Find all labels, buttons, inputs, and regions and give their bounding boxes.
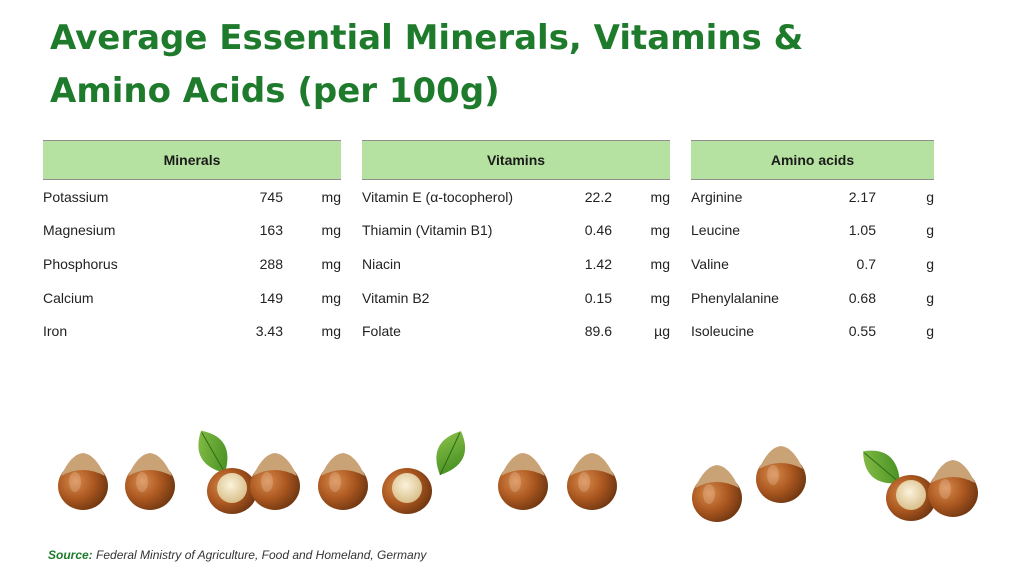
table-row: Phosphorus 288 mg (43, 247, 341, 281)
amino-acids-table: Amino acids Arginine 2.17 g Leucine 1.05… (691, 140, 934, 348)
vitamin-name: Thiamin (Vitamin B1) (362, 222, 493, 239)
hazelnuts-row-icon (58, 425, 978, 522)
vitamin-unit: mg (650, 255, 670, 272)
page-title: Average Essential Minerals, Vitamins & A… (50, 12, 803, 118)
vitamin-name: Vitamin B2 (362, 289, 430, 306)
amino-name: Leucine (691, 222, 741, 239)
amino-value: 1.05 (848, 222, 876, 239)
vitamin-name: Niacin (362, 255, 401, 272)
minerals-header: Minerals (43, 140, 341, 180)
vitamin-unit: mg (650, 289, 670, 306)
amino-unit: g (926, 323, 934, 340)
table-row: Magnesium 163 mg (43, 214, 341, 248)
amino-value: 0.68 (848, 289, 876, 306)
mineral-unit: mg (321, 188, 341, 205)
table-row: Folate 89.6 µg (362, 314, 670, 348)
table-row: Arginine 2.17 g (691, 180, 934, 214)
mineral-value: 3.43 (255, 323, 283, 340)
mineral-name: Potassium (43, 188, 109, 205)
vitamin-value: 0.46 (584, 222, 612, 239)
vitamin-value: 0.15 (584, 289, 612, 306)
table-row: Vitamin E (α-tocopherol) 22.2 mg (362, 180, 670, 214)
mineral-value: 745 (259, 188, 283, 205)
page-title-line-1: Average Essential Minerals, Vitamins & (50, 18, 804, 58)
mineral-value: 288 (259, 255, 283, 272)
amino-name: Arginine (691, 188, 743, 205)
mineral-name: Calcium (43, 289, 94, 306)
table-row: Isoleucine 0.55 g (691, 314, 934, 348)
table-row: Potassium 745 mg (43, 180, 341, 214)
mineral-unit: mg (321, 323, 341, 340)
vitamin-unit: mg (650, 222, 670, 239)
amino-name: Valine (691, 255, 729, 272)
mineral-unit: mg (321, 289, 341, 306)
mineral-value: 149 (259, 289, 283, 306)
amino-value: 0.7 (856, 255, 876, 272)
table-row: Valine 0.7 g (691, 247, 934, 281)
minerals-table: Minerals Potassium 745 mg Magnesium 163 … (43, 140, 341, 348)
amino-value: 2.17 (848, 188, 876, 205)
mineral-name: Iron (43, 323, 68, 340)
mineral-name: Magnesium (43, 222, 116, 239)
table-row: Calcium 149 mg (43, 281, 341, 315)
table-row: Iron 3.43 mg (43, 314, 341, 348)
table-row: Leucine 1.05 g (691, 214, 934, 248)
amino-acids-header: Amino acids (691, 140, 934, 180)
mineral-unit: mg (321, 255, 341, 272)
amino-unit: g (926, 188, 934, 205)
vitamin-value: 1.42 (584, 255, 612, 272)
source-text: Federal Ministry of Agriculture, Food an… (96, 548, 427, 562)
source-label: Source: (48, 548, 93, 562)
amino-unit: g (926, 255, 934, 272)
vitamins-header: Vitamins (362, 140, 670, 180)
vitamin-name: Vitamin E (α-tocopherol) (362, 188, 514, 205)
amino-value: 0.55 (848, 323, 876, 340)
vitamin-value: 22.2 (584, 188, 612, 205)
mineral-name: Phosphorus (43, 255, 118, 272)
table-row: Niacin 1.42 mg (362, 247, 670, 281)
mineral-unit: mg (321, 222, 341, 239)
vitamins-table: Vitamins Vitamin E (α-tocopherol) 22.2 m… (362, 140, 670, 348)
mineral-value: 163 (259, 222, 283, 239)
source-note: Source: Federal Ministry of Agriculture,… (48, 548, 426, 562)
table-row: Thiamin (Vitamin B1) 0.46 mg (362, 214, 670, 248)
vitamin-unit: mg (650, 188, 670, 205)
page-title-line-2: Amino Acids (per 100g) (50, 71, 500, 111)
amino-unit: g (926, 222, 934, 239)
amino-unit: g (926, 289, 934, 306)
table-row: Vitamin B2 0.15 mg (362, 281, 670, 315)
vitamin-unit: µg (654, 323, 670, 340)
amino-name: Phenylalanine (691, 289, 779, 306)
vitamin-name: Folate (362, 323, 401, 340)
table-row: Phenylalanine 0.68 g (691, 281, 934, 315)
vitamin-value: 89.6 (584, 323, 612, 340)
amino-name: Isoleucine (691, 323, 755, 340)
